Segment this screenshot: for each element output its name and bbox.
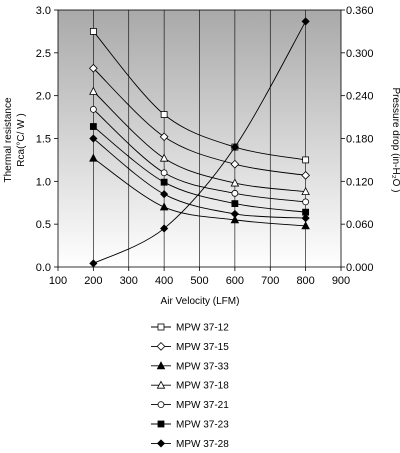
y-right-tick-label: 0.360 [346, 5, 374, 17]
y-axis-title-left-line1: Thermal resistance [3, 97, 14, 182]
y-left-tick-label: 1.0 [36, 176, 51, 188]
x-tick-label: 800 [296, 275, 314, 287]
series-line-6 [93, 126, 306, 213]
series-point-6 [89, 123, 97, 130]
series-point-7 [301, 214, 310, 223]
series-point-5 [160, 169, 168, 177]
x-axis-title: Air Velocity (LFM) [161, 296, 240, 307]
series-line-7 [93, 138, 306, 219]
x-tick-label: 900 [332, 275, 350, 287]
x-tick-label: 100 [49, 275, 67, 287]
series-point-1 [160, 111, 168, 118]
y-right-tick-label: 0.000 [346, 262, 374, 274]
pressure-drop-point [160, 224, 169, 233]
legend-label-3: MPW 37-33 [176, 361, 229, 372]
y-right-tick-label: 0.180 [346, 134, 374, 146]
pressure-drop-line [93, 21, 307, 264]
x-tick-label: 700 [261, 275, 279, 287]
series-point-5 [231, 189, 239, 197]
series-point-2 [89, 63, 98, 73]
x-tick-label: 300 [120, 275, 138, 287]
pressure-drop-point [301, 17, 310, 26]
legend-marker-3 [156, 361, 166, 370]
series-point-7 [230, 209, 239, 218]
x-tick-label: 400 [155, 275, 173, 287]
series-point-2 [159, 132, 169, 142]
pressure-drop-point [89, 259, 98, 268]
legend-marker-2 [156, 342, 166, 351]
series-layer [89, 17, 310, 268]
y-left-tick-label: 1.5 [36, 134, 51, 146]
y-right-tick-label: 0.240 [346, 91, 374, 103]
series-point-4 [159, 153, 169, 162]
legend-label-2: MPW 37-15 [176, 342, 229, 353]
axes-layer: 100 200 300 400 500 600 700 800 900 0.0 0.5 1.0 1.5 2… [36, 5, 374, 287]
series-point-1 [302, 156, 310, 164]
series-point-3 [89, 153, 98, 162]
series-line-2 [93, 67, 306, 176]
series-line-4 [93, 91, 306, 193]
x-tick-label: 200 [84, 275, 102, 287]
series-point-4 [301, 186, 310, 196]
legend-label-7: MPW 37-28 [176, 439, 229, 450]
y-axis-title-right: Pressure drop (in-H₂O ) [390, 87, 400, 192]
x-tick-label: 500 [190, 275, 208, 287]
x-tick-label: 600 [226, 275, 244, 287]
legend-marker-1 [157, 323, 165, 331]
series-point-5 [302, 198, 310, 206]
series-point-7 [160, 190, 169, 199]
y-left-tick-label: 3.0 [36, 5, 51, 17]
pressure-drop-point [230, 143, 239, 152]
y-right-tick-label: 0.300 [346, 48, 374, 60]
legend: MPW 37-12 MPW 37-15 MPW 37-33 MPW 37-18 MPW … [151, 323, 229, 450]
series-point-6 [160, 178, 168, 186]
legend-label-4: MPW 37-18 [176, 381, 229, 392]
legend-marker-7 [156, 439, 166, 448]
series-point-4 [230, 178, 240, 187]
legend-marker-4 [156, 380, 166, 389]
y-axis-title-left-line2: Rca(°C/ W ) [16, 113, 27, 166]
series-point-3 [230, 215, 240, 224]
legend-marker-6 [157, 420, 165, 428]
legend-label-6: MPW 37-23 [176, 420, 229, 431]
y-right-tick-label: 0.120 [346, 176, 374, 188]
y-left-tick-label: 0.0 [36, 262, 51, 274]
y-left-tick-label: 2.5 [36, 48, 51, 60]
series-point-7 [89, 134, 98, 143]
series-point-4 [89, 86, 98, 95]
series-line-1 [93, 31, 306, 161]
series-point-6 [231, 200, 239, 208]
y-left-tick-label: 2.0 [36, 91, 51, 103]
series-point-1 [89, 28, 97, 35]
legend-label-1: MPW 37-12 [176, 323, 229, 334]
series-point-3 [159, 202, 169, 211]
legend-label-5: MPW 37-21 [176, 400, 229, 411]
legend-marker-5 [157, 401, 165, 409]
series-point-5 [89, 105, 97, 113]
series-point-2 [230, 159, 240, 169]
series-point-2 [301, 170, 310, 180]
y-left-tick-label: 0.5 [36, 219, 51, 231]
y-right-tick-label: 0.060 [346, 219, 374, 231]
series-point-3 [301, 221, 310, 230]
series-line-5 [93, 109, 306, 203]
series-line-3 [93, 157, 306, 227]
